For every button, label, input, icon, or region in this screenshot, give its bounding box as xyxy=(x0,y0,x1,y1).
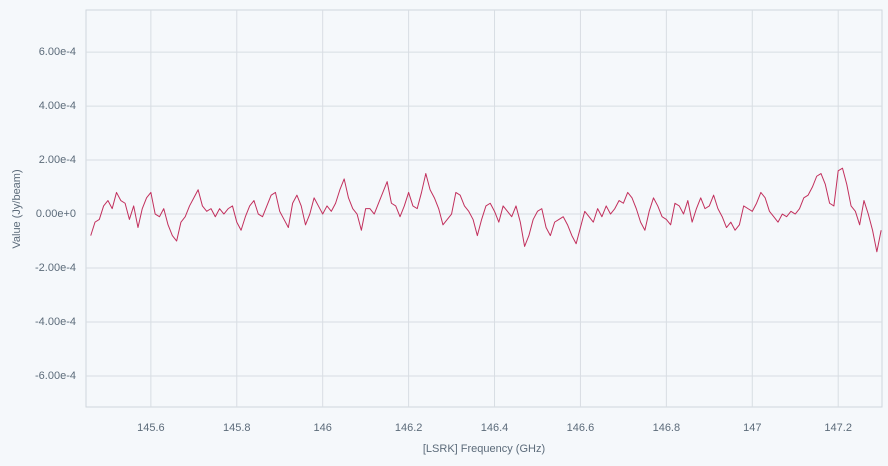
x-tick-label: 146.2 xyxy=(395,422,423,434)
x-tick-label: 145.6 xyxy=(137,422,165,434)
y-tick-label: 4.00e-4 xyxy=(39,100,76,112)
x-tick-label: 146.8 xyxy=(653,422,681,434)
x-tick-label: 146.6 xyxy=(567,422,595,434)
x-tick-label: 147 xyxy=(743,422,761,434)
plot-frame xyxy=(85,9,883,408)
y-tick-label: 0.00e+0 xyxy=(36,208,76,220)
y-tick-label: -2.00e-4 xyxy=(35,262,76,274)
x-tick-label: 146.4 xyxy=(481,422,509,434)
x-tick-label: 147.2 xyxy=(824,422,852,434)
spectrum-line xyxy=(90,167,882,253)
x-tick-label: 146 xyxy=(314,422,332,434)
x-tick-label: 145.8 xyxy=(223,422,251,434)
y-tick-label: -6.00e-4 xyxy=(35,370,76,382)
y-tick-label: 6.00e-4 xyxy=(39,46,76,58)
y-tick-label: -4.00e-4 xyxy=(35,316,76,328)
y-axis-label: Value (Jy/beam) xyxy=(11,169,23,248)
x-axis-label: [LSRK] Frequency (GHz) xyxy=(423,443,545,455)
y-tick-label: 2.00e-4 xyxy=(39,154,76,166)
